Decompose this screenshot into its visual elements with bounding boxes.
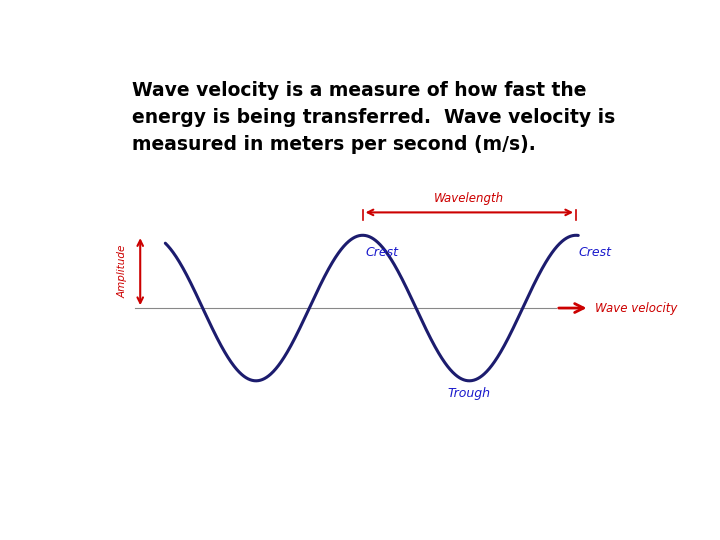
Text: Crest: Crest bbox=[579, 246, 612, 259]
Text: measured in meters per second (m/s).: measured in meters per second (m/s). bbox=[132, 136, 536, 154]
Text: energy is being transferred.  Wave velocity is: energy is being transferred. Wave veloci… bbox=[132, 109, 615, 127]
Text: Wavelength: Wavelength bbox=[434, 192, 505, 205]
Text: Trough: Trough bbox=[448, 387, 491, 400]
Text: Crest: Crest bbox=[366, 246, 398, 259]
Text: Wave velocity: Wave velocity bbox=[595, 301, 678, 314]
Text: Amplitude: Amplitude bbox=[117, 245, 127, 298]
Text: Wave velocity is a measure of how fast the: Wave velocity is a measure of how fast t… bbox=[132, 82, 586, 100]
